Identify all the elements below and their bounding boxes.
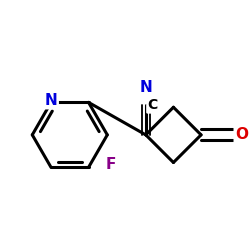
Text: F: F [106,157,117,172]
Text: C: C [148,98,158,112]
Text: N: N [45,93,58,108]
Text: N: N [140,80,152,95]
Text: O: O [235,127,248,142]
